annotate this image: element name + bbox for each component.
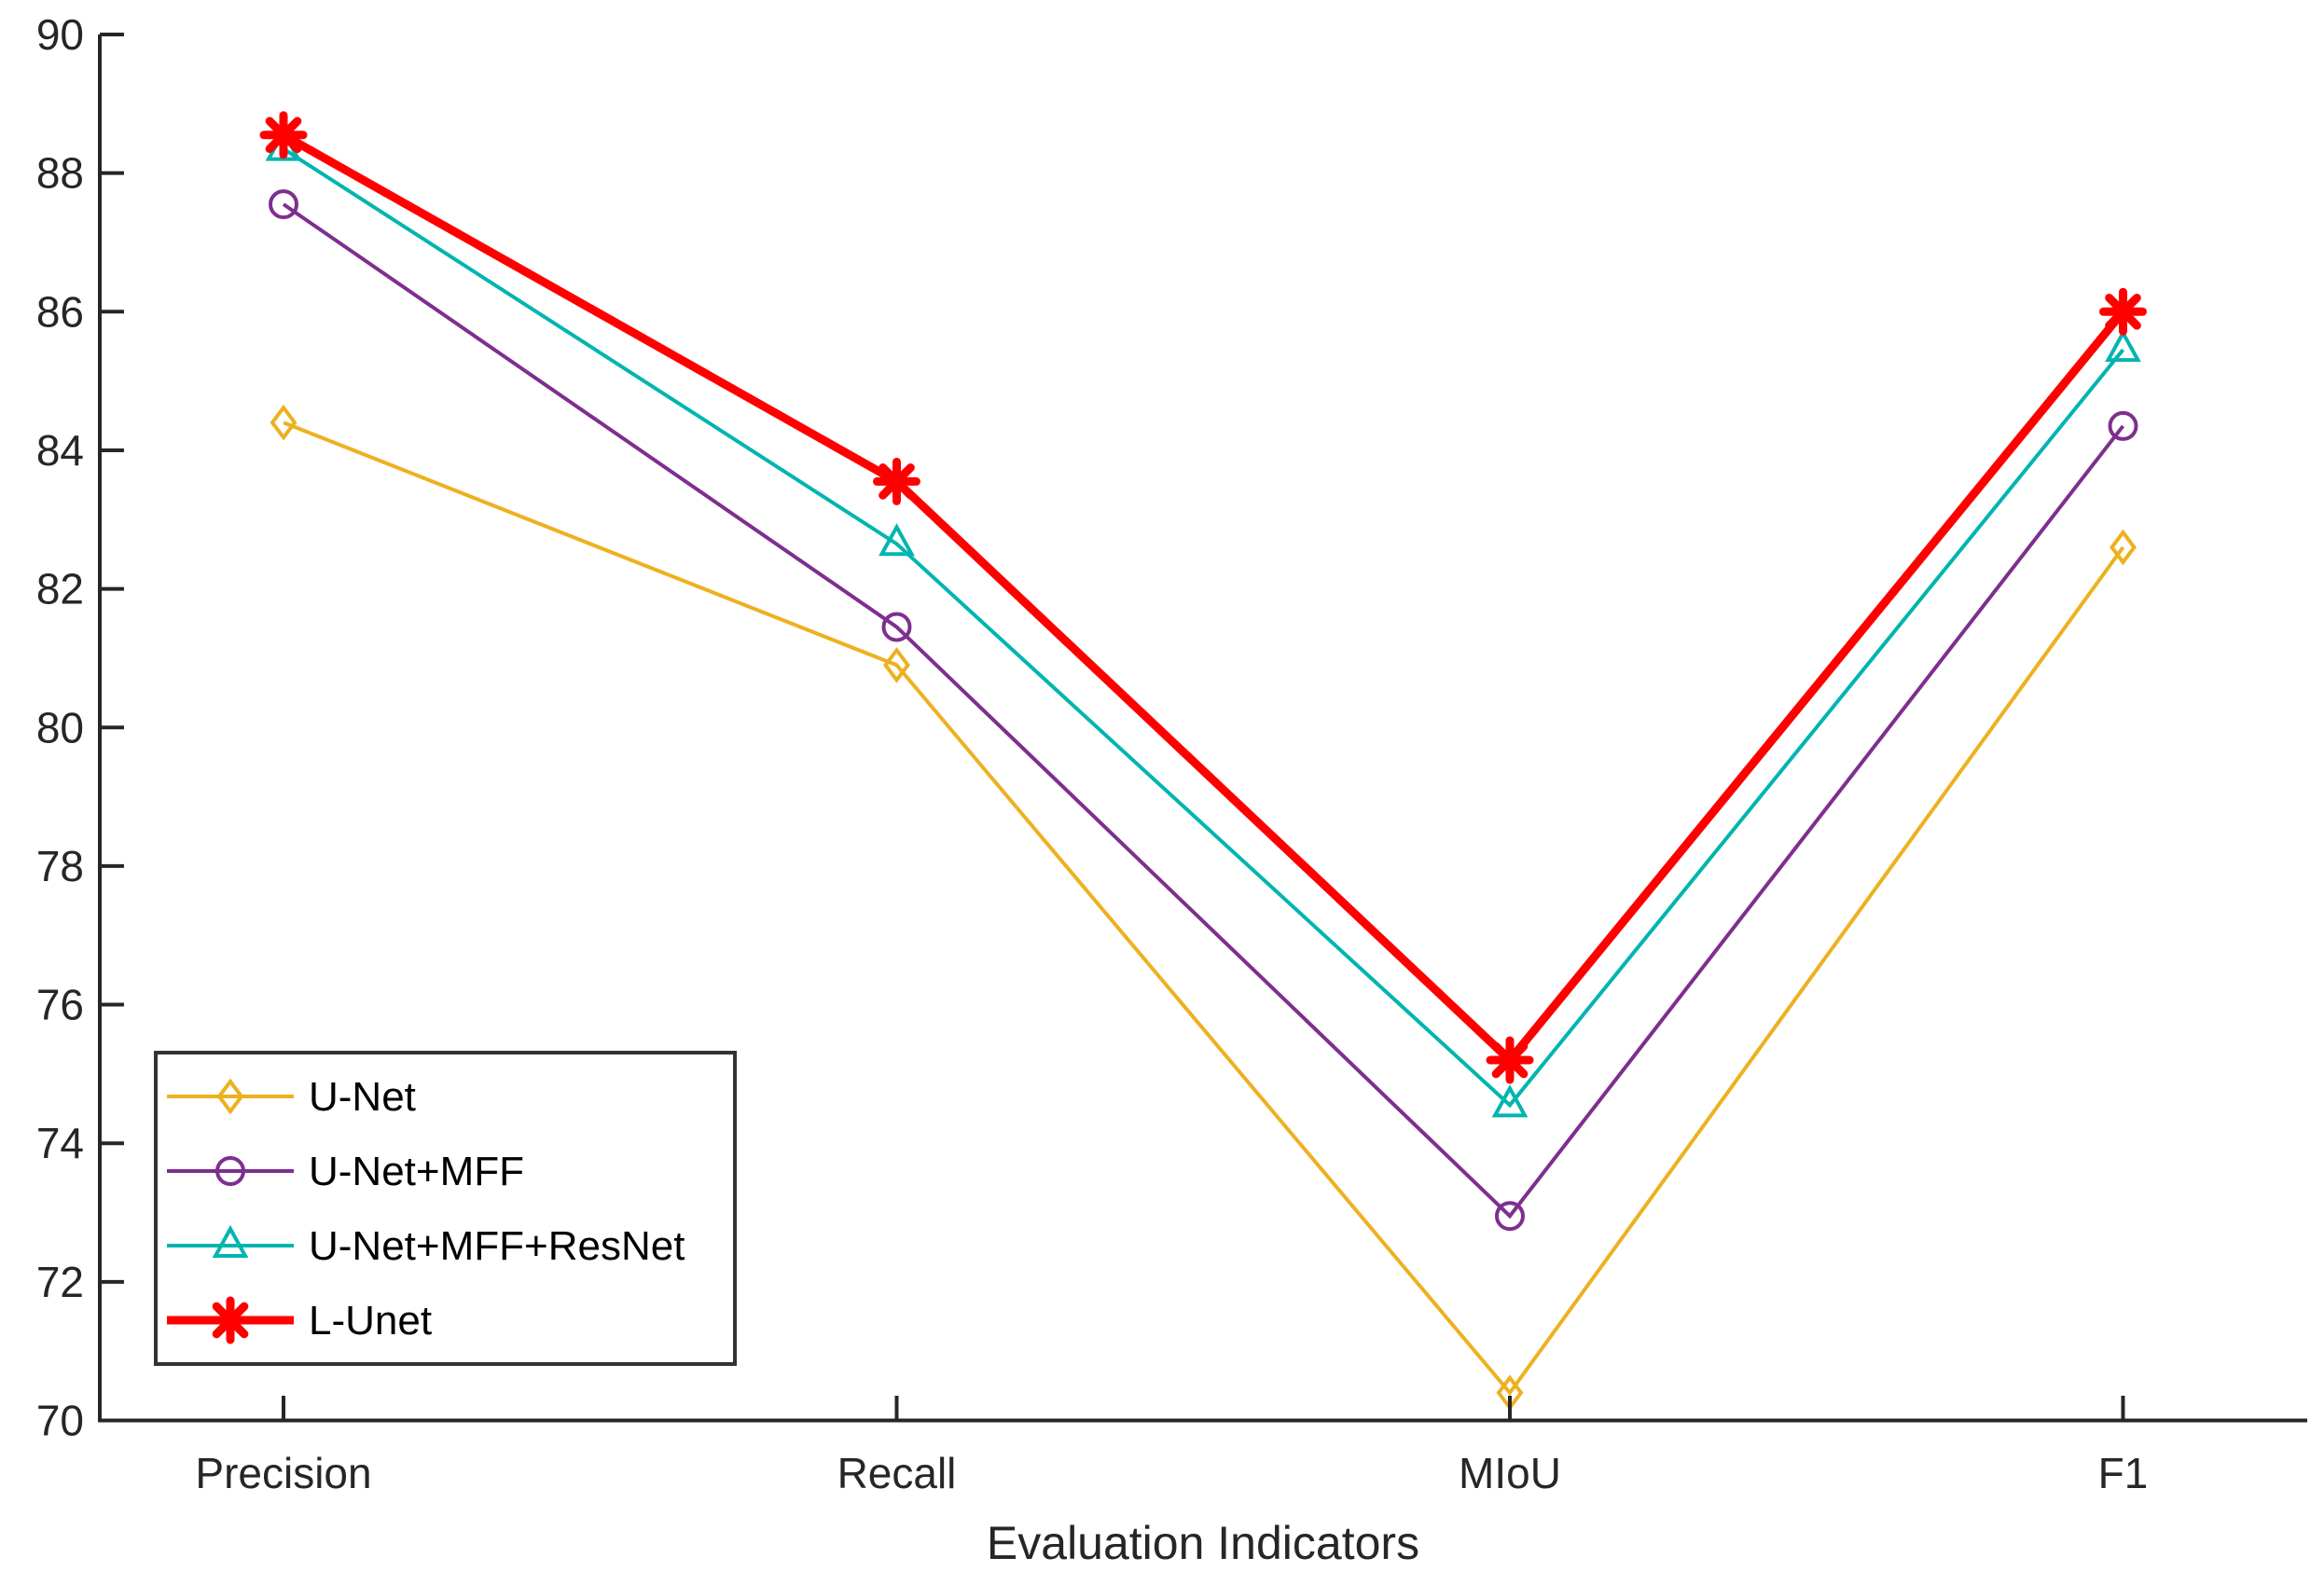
data-point-marker-asterisk [2099, 287, 2147, 336]
series-line-u-net-mff-resnet [282, 146, 2125, 1109]
y-tick-label: 86 [36, 287, 84, 336]
data-point-marker-diamond [270, 404, 297, 441]
data-point-marker-circle [215, 1156, 245, 1186]
series-line-l-unet [281, 131, 2126, 1067]
asterisk-arm [1491, 1041, 1529, 1079]
x-tick-label-f1: F1 [2098, 1449, 2149, 1497]
asterisk-arm [878, 463, 915, 500]
x-axis-title: Evaluation Indicators [987, 1517, 1419, 1569]
y-tick-label: 90 [36, 10, 84, 59]
data-point-marker-circle [2108, 410, 2138, 441]
y-tick-label: 72 [36, 1258, 84, 1306]
data-point-marker-asterisk [206, 1296, 255, 1344]
x-tick-label-recall: Recall [837, 1449, 957, 1497]
legend-label-l-unet: L-Unet [309, 1298, 432, 1344]
asterisk-arm [265, 117, 302, 154]
data-point-marker-triangle [2105, 329, 2141, 363]
data-point-marker-triangle [878, 523, 915, 557]
y-tick-label: 88 [36, 149, 84, 198]
y-tick-label: 70 [36, 1397, 84, 1445]
asterisk-arm [212, 1302, 249, 1339]
x-tick-label-precision: Precision [195, 1449, 371, 1497]
data-point-marker-asterisk [1486, 1036, 1534, 1084]
data-point-marker-circle [881, 612, 912, 642]
y-tick-label: 82 [36, 565, 84, 613]
data-point-marker-diamond [216, 1078, 244, 1115]
legend-label-u-net-mff: U-Net+MFF [309, 1149, 524, 1194]
series-line-u-net-mff [282, 202, 2125, 1220]
asterisk-arm [2105, 293, 2141, 330]
x-tick-label-miou: MIoU [1459, 1449, 1561, 1497]
legend-label-u-net-mff-resnet: U-Net+MFF+ResNet [309, 1223, 685, 1269]
y-tick-label: 80 [36, 703, 84, 751]
data-point-marker-circle [1495, 1201, 1525, 1232]
data-point-marker-triangle [1491, 1084, 1529, 1118]
series-line-u-net [283, 420, 2125, 1397]
data-point-marker-asterisk [873, 457, 920, 505]
data-point-marker-diamond [883, 647, 910, 683]
y-tick-label: 76 [36, 981, 84, 1029]
legend-label-u-net: U-Net [309, 1074, 416, 1120]
data-point-marker-circle [269, 189, 298, 220]
y-tick-label: 84 [36, 426, 84, 475]
y-tick-label: 74 [36, 1119, 84, 1167]
data-point-marker-diamond [2110, 529, 2137, 566]
data-point-marker-asterisk [259, 111, 308, 159]
legend-box [154, 1051, 737, 1366]
data-point-marker-triangle [212, 1224, 249, 1258]
y-tick-label: 78 [36, 842, 84, 890]
